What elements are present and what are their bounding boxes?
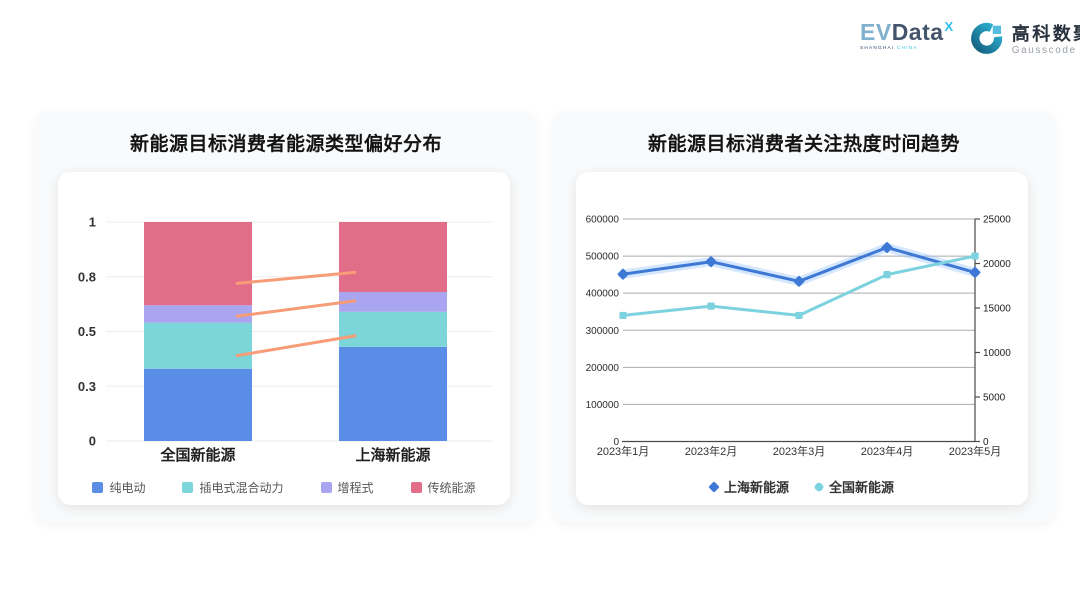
bar-segment-增程式 xyxy=(144,305,252,323)
gausscode-name-cn: 高科数聚 xyxy=(1011,23,1080,44)
data-point-marker xyxy=(971,252,979,260)
right-axis-label: 25000 xyxy=(983,215,1011,226)
evdata-wordmark: EVDataX xyxy=(860,20,954,44)
data-point-marker xyxy=(705,256,717,268)
x-axis-category-label: 上海新能源 xyxy=(355,446,430,464)
bar-segment-传统能源 xyxy=(339,222,447,293)
evdata-x-mark: X xyxy=(944,19,954,34)
right-axis-label: 10000 xyxy=(983,348,1011,359)
bar-segment-纯电动 xyxy=(339,346,447,441)
gausscode-icon xyxy=(970,20,1005,60)
legend-item-上海新能源[interactable]: 上海新能源 xyxy=(708,477,789,496)
data-point-marker xyxy=(969,266,981,278)
header-logos: EVDataX SHANGHAI CHINA 高科数聚 Gausscode xyxy=(860,20,1080,60)
legend-label: 插电式混合动力 xyxy=(199,481,284,495)
line-chart: 0 100000 200000 300000 400000 500000 600000 0 50… xyxy=(586,215,1012,459)
x-axis-label: 2023年4月 xyxy=(861,444,914,458)
data-point-marker xyxy=(619,311,627,320)
connector-line xyxy=(235,270,357,285)
evdata-data: Data xyxy=(891,19,944,45)
x-axis-label: 2023年5月 xyxy=(949,444,1002,458)
gausscode-logo: 高科数聚 Gausscode xyxy=(970,20,1080,60)
bar-chart: 0 0.3 0.5 0.8 1 全国新能源 上海新能源 xyxy=(78,215,493,464)
bar-segment-插电式混合动力 xyxy=(339,311,447,347)
right-axis-label: 20000 xyxy=(983,259,1011,270)
line-chart-title: 新能源目标消费者关注热度时间趋势 xyxy=(647,134,960,155)
legend-label: 增程式 xyxy=(337,481,374,495)
line-chart-legend: 上海新能源 全国新能源 xyxy=(576,477,1028,496)
bar-segment-传统能源 xyxy=(144,222,252,306)
left-axis-label: 300000 xyxy=(586,326,620,337)
evdata-logo: EVDataX SHANGHAI CHINA xyxy=(860,20,954,52)
x-axis-label: 2023年2月 xyxy=(685,444,738,458)
left-axis-label: 0 xyxy=(613,437,619,448)
legend-item-插电式混合动力[interactable]: 插电式混合动力 xyxy=(182,479,284,496)
left-axis-label: 600000 xyxy=(586,215,620,226)
data-point-marker xyxy=(793,275,805,287)
bar-segment-增程式 xyxy=(339,292,447,312)
right-axis-label: 5000 xyxy=(983,393,1006,404)
y-axis-label: 0.3 xyxy=(78,379,96,394)
legend-swatch xyxy=(410,482,422,493)
left-axis-label: 100000 xyxy=(586,400,620,411)
data-point-marker xyxy=(617,268,629,280)
bar-chart-legend: 纯电动 插电式混合动力 增程式 传统能源 xyxy=(58,479,510,496)
connector-line xyxy=(235,334,357,358)
right-axis-label: 15000 xyxy=(983,304,1011,315)
y-axis-label: 0.8 xyxy=(78,269,96,284)
bar-chart-panel: 0 0.3 0.5 0.8 1 全国新能源 上海新能源 纯电动 插电式混合动力 增程式 传统能源 xyxy=(58,172,510,505)
legend-swatch xyxy=(813,480,825,493)
legend-item-纯电动[interactable]: 纯电动 xyxy=(92,479,145,496)
legend-label: 全国新能源 xyxy=(829,480,895,495)
left-axis-label: 200000 xyxy=(586,363,620,374)
connector-line xyxy=(235,299,357,318)
bar-chart-title: 新能源目标消费者能源类型偏好分布 xyxy=(129,134,442,155)
legend-swatch xyxy=(320,482,332,493)
bar-segment-插电式混合动力 xyxy=(144,322,252,369)
line-chart-card: 新能源目标消费者关注热度时间趋势 0 100000 200000 300000 4000… xyxy=(553,112,1055,523)
y-axis-label: 1 xyxy=(89,215,96,230)
x-axis-category-label: 全国新能源 xyxy=(159,446,235,464)
legend-label: 纯电动 xyxy=(109,481,146,495)
left-axis-label: 400000 xyxy=(586,289,620,300)
legend-swatch xyxy=(708,480,720,493)
y-axis-label: 0.5 xyxy=(78,324,96,339)
bar-chart-card: 新能源目标消费者能源类型偏好分布 0 0.3 0.5 0.8 1 全国新能源 上海新能源 纯… xyxy=(35,112,537,523)
legend-label: 上海新能源 xyxy=(723,480,789,495)
data-point-marker xyxy=(795,311,803,320)
x-axis-label: 2023年1月 xyxy=(597,444,650,458)
legend-swatch xyxy=(182,482,194,493)
line-chart-panel: 0 100000 200000 300000 400000 500000 600000 0 50… xyxy=(576,172,1028,505)
legend-label: 传统能源 xyxy=(427,481,476,495)
legend-item-传统能源[interactable]: 传统能源 xyxy=(410,479,476,496)
legend-item-增程式[interactable]: 增程式 xyxy=(320,479,374,496)
gausscode-name-en: Gausscode xyxy=(1011,44,1077,56)
evdata-subtitle: SHANGHAI CHINA xyxy=(860,46,918,51)
data-point-marker xyxy=(883,271,891,279)
legend-item-全国新能源[interactable]: 全国新能源 xyxy=(813,477,895,496)
left-axis-label: 500000 xyxy=(586,252,620,263)
data-point-marker xyxy=(881,242,893,253)
evdata-ev: EV xyxy=(860,19,892,45)
right-axis-label: 0 xyxy=(983,437,989,448)
bar-segment-纯电动 xyxy=(144,368,252,441)
legend-swatch xyxy=(92,482,104,493)
data-point-marker xyxy=(707,302,715,310)
y-axis-label: 0 xyxy=(89,434,96,449)
x-axis-label: 2023年3月 xyxy=(773,444,826,458)
